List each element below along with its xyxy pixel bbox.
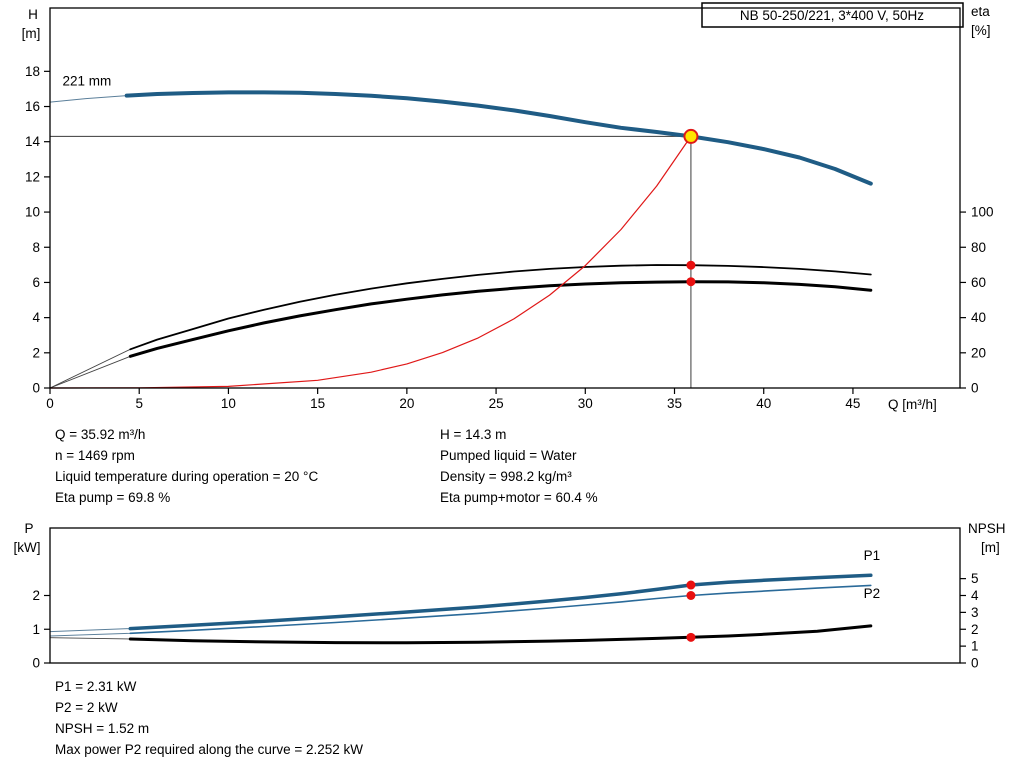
npsh-leadin: [49, 637, 131, 640]
x-axis-tick-label: 10: [221, 396, 236, 411]
left-axis-tick-label: 2: [32, 588, 40, 603]
system-curve: [49, 135, 692, 389]
npsh-axis-unit: [m]: [981, 540, 1000, 555]
right-axis-tick-label: 20: [971, 345, 986, 360]
eta-pump-motor-dot: [686, 277, 696, 287]
p-axis-unit: [kW]: [14, 540, 41, 555]
eta-axis-label: eta: [971, 4, 990, 19]
left-axis-tick-label: 18: [25, 64, 40, 79]
p1-curve: [128, 573, 873, 631]
right-axis-tick-label: 80: [971, 240, 986, 255]
right-axis-tick-label: 0: [971, 656, 979, 671]
pump-title-box: NB 50-250/221, 3*400 V, 50Hz: [701, 2, 964, 28]
p-axis-label: P: [24, 521, 33, 536]
npsh-dot: [686, 632, 696, 642]
x-axis-tick-label: 35: [667, 396, 682, 411]
hq-chart: H [m] eta [%] Q [m³/h] NB 50-250/221, 3*…: [22, 2, 994, 412]
h-axis-label: H: [28, 7, 38, 22]
right-axis-tick-label: 3: [971, 605, 979, 620]
eta-axis-unit: [%]: [971, 23, 991, 38]
x-axis-tick-label: 15: [310, 396, 325, 411]
left-axis-tick-label: 16: [25, 99, 40, 114]
p1-leadin: [49, 628, 131, 633]
info-line-liquid: Pumped liquid = Water: [440, 448, 577, 463]
left-axis-tick-label: 10: [25, 205, 40, 220]
right-axis-tick-label: 1: [971, 639, 979, 654]
info-line-density: Density = 998.2 kg/m³: [440, 469, 572, 484]
duty-point[interactable]: [683, 128, 699, 144]
head-curve-leadin: [49, 95, 128, 103]
npsh-axis-label: NPSH: [968, 521, 1006, 536]
left-axis-tick-label: 4: [32, 310, 40, 325]
eta-pump-leadin: [49, 348, 131, 389]
p2-leadin: [49, 632, 131, 637]
info-line-temperature: Liquid temperature during operation = 20…: [55, 469, 319, 484]
x-axis-tick-label: 25: [489, 396, 504, 411]
q-axis-label: Q [m³/h]: [888, 397, 937, 412]
left-axis-tick-label: 8: [32, 240, 40, 255]
info-line-p2: P2 = 2 kW: [55, 700, 118, 715]
eta-pump-motor-leadin: [49, 355, 131, 389]
info-line-flow: Q = 35.92 m³/h: [55, 427, 146, 442]
info-line-speed: n = 1469 rpm: [55, 448, 135, 463]
right-axis-tick-label: 40: [971, 310, 986, 325]
duty-info-right: H = 14.3 m Pumped liquid = Water Density…: [440, 424, 598, 508]
info-line-eta-pump-motor: Eta pump+motor = 60.4 %: [440, 490, 598, 505]
left-axis-tick-label: 1: [32, 622, 40, 637]
annotation-221-mm: 221 mm: [62, 73, 111, 88]
pump-title-box-border: [701, 2, 964, 28]
x-axis-tick-label: 45: [845, 396, 860, 411]
left-axis-tick-label: 6: [32, 275, 40, 290]
pump-title-text: NB 50-250/221, 3*400 V, 50Hz: [740, 8, 924, 23]
right-axis-tick-label: 4: [971, 588, 979, 603]
hq-chart-frame: [49, 7, 961, 389]
x-axis-tick-label: 30: [578, 396, 593, 411]
info-line-p1: P1 = 2.31 kW: [55, 679, 137, 694]
x-axis-tick-label: 5: [135, 396, 143, 411]
info-line-max-power: Max power P2 required along the curve = …: [55, 742, 364, 757]
eta-pump-dot: [686, 260, 696, 270]
left-axis-tick-label: 0: [32, 656, 40, 671]
x-axis-tick-label: 0: [46, 396, 54, 411]
left-axis-tick-label: 14: [25, 134, 41, 149]
x-axis-tick-label: 40: [756, 396, 771, 411]
h-axis-unit: [m]: [22, 26, 41, 41]
right-axis-tick-label: 5: [971, 571, 979, 586]
x-axis-tick-label: 20: [399, 396, 414, 411]
pq-chart: P [kW] NPSH [m] 0 1 2 0 1 2 3 4 5 P1 P2: [14, 521, 1006, 671]
duty-info-left: Q = 35.92 m³/h n = 1469 rpm Liquid tempe…: [55, 424, 318, 508]
head-curve: [124, 90, 873, 186]
eta-pump-curve: [129, 264, 872, 351]
info-line-eta-pump: Eta pump = 69.8 %: [55, 490, 171, 505]
info-line-head: H = 14.3 m: [440, 427, 507, 442]
left-axis-tick-label: 0: [32, 381, 40, 396]
right-axis-tick-label: 60: [971, 275, 986, 290]
info-line-npsh: NPSH = 1.52 m: [55, 721, 150, 736]
right-axis-tick-label: 100: [971, 205, 994, 220]
annotation-p1: P1: [864, 548, 881, 563]
annotation-p2: P2: [864, 586, 881, 601]
left-axis-tick-label: 12: [25, 169, 40, 184]
eta-pump-motor-curve: [128, 280, 873, 358]
left-axis-tick-label: 2: [32, 345, 40, 360]
right-axis-tick-label: 2: [971, 622, 979, 637]
npsh-curve: [128, 624, 873, 645]
p2-curve: [129, 584, 872, 635]
right-axis-tick-label: 0: [971, 381, 979, 396]
power-info-block: P1 = 2.31 kW P2 = 2 kW NPSH = 1.52 m Max…: [55, 676, 363, 760]
p2-dot: [686, 591, 696, 600]
p1-dot: [686, 580, 696, 590]
